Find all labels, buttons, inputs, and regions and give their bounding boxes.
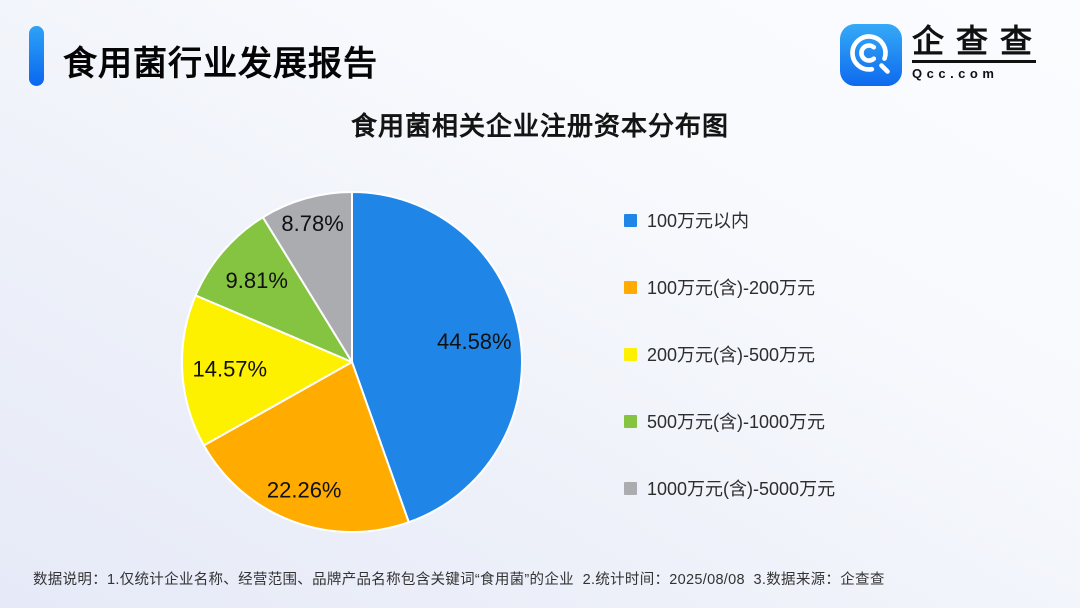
legend-swatch-icon <box>624 481 637 495</box>
pie-chart-area: 44.58% 22.26% 14.57% 9.81% 8.78% <box>152 162 552 562</box>
chart-legend: 100万元以内 100万元(含)-200万元 200万元(含)-500万元 50… <box>624 207 835 501</box>
legend-item-3: 500万元(含)-1000万元 <box>624 408 835 434</box>
pie-slice-4 <box>261 191 353 363</box>
pie-chart: 44.58% 22.26% 14.57% 9.81% 8.78% <box>181 191 523 533</box>
legend-swatch-icon <box>624 347 637 361</box>
qcc-logo: 企查查 Qcc.com <box>840 23 1038 86</box>
qcc-logo-icon <box>840 24 902 86</box>
legend-item-1: 100万元(含)-200万元 <box>624 274 835 300</box>
chart-title: 食用菌相关企业注册资本分布图 <box>350 111 729 141</box>
legend-label: 500万元(含)-1000万元 <box>647 412 826 432</box>
pie-slice-3 <box>194 216 353 363</box>
pie-slice-value-label: 44.58% <box>437 329 512 354</box>
legend-item-0: 100万元以内 <box>624 207 835 233</box>
legend-label: 100万元以内 <box>647 211 750 231</box>
pie-slice-0 <box>351 191 523 524</box>
pie-slice-1 <box>202 361 410 533</box>
qcc-logo-text: 企查查 Qcc.com <box>912 23 1038 82</box>
data-source-note: 数据说明：1.仅统计企业名称、经营范围、品牌产品名称包含关键词“食用菌”的企业 … <box>33 572 885 588</box>
pie-slice-value-label: 14.57% <box>192 357 267 382</box>
legend-swatch-icon <box>624 213 637 227</box>
qcc-brand-name: 企查查 <box>912 23 1045 59</box>
legend-item-2: 200万元(含)-500万元 <box>624 341 835 367</box>
legend-item-4: 1000万元(含)-5000万元 <box>624 475 835 501</box>
pie-slice-value-label: 22.26% <box>267 477 342 502</box>
legend-label: 1000万元(含)-5000万元 <box>647 479 836 499</box>
legend-swatch-icon <box>624 414 637 428</box>
report-title: 食用菌行业发展报告 <box>63 45 378 83</box>
qcc-logo-underline <box>912 60 1036 64</box>
qcc-domain: Qcc.com <box>912 66 999 82</box>
legend-swatch-icon <box>624 280 637 294</box>
pie-slice-value-label: 8.78% <box>281 211 343 236</box>
pie-slice-value-label: 9.81% <box>226 268 288 293</box>
title-accent-bar <box>29 26 44 86</box>
legend-label: 200万元(含)-500万元 <box>647 345 816 365</box>
legend-label: 100万元(含)-200万元 <box>647 278 816 298</box>
pie-slice-2 <box>181 294 353 447</box>
